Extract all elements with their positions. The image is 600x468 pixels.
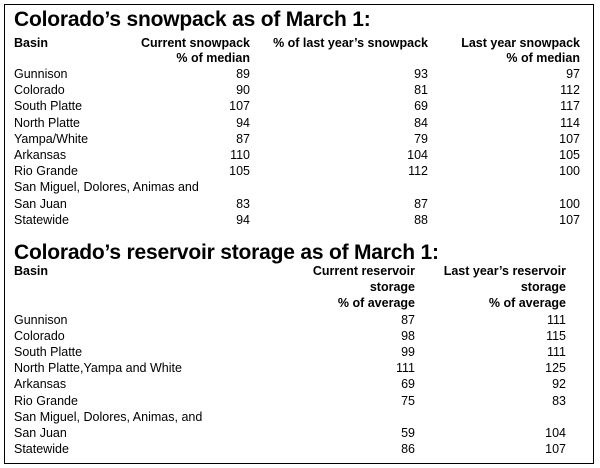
reservoir-header-last-1: Last year’s reservoir xyxy=(443,264,566,278)
reservoir-last-cell: 83 xyxy=(552,394,566,408)
snowpack-title: Colorado’s snowpack as of March 1: xyxy=(14,8,371,31)
snowpack-basin-cell: Gunnison xyxy=(14,67,68,81)
reservoir-current-cell: 86 xyxy=(401,442,415,456)
snowpack-current-cell: 94 xyxy=(236,213,250,227)
snowpack-header-pct-last-year: % of last year’s snowpack xyxy=(273,36,428,50)
reservoir-last-cell: 107 xyxy=(545,442,566,456)
snowpack-basin-cell: San Juan xyxy=(14,197,67,211)
snowpack-pct-last-cell: 81 xyxy=(414,83,428,97)
reservoir-basin-cell: North Platte,Yampa and White xyxy=(14,361,182,375)
reservoir-last-cell: 111 xyxy=(546,345,566,359)
snowpack-current-cell: 89 xyxy=(236,67,250,81)
reservoir-basin-cell: South Platte xyxy=(14,345,83,359)
snowpack-current-cell: 87 xyxy=(236,132,250,146)
snowpack-pct-last-cell: 104 xyxy=(407,148,428,162)
reservoir-last-cell: 125 xyxy=(545,361,566,375)
reservoir-header-current-1: Current reservoir xyxy=(312,264,415,278)
reservoir-current-cell: 69 xyxy=(401,377,415,391)
snowpack-header-last-2: % of median xyxy=(506,51,580,65)
snowpack-last-cell: 100 xyxy=(559,197,580,211)
reservoir-basin-cell: Colorado xyxy=(14,329,65,343)
reservoir-basin-cell: Gunnison xyxy=(14,313,68,327)
reservoir-header-current-3: % of average xyxy=(337,296,415,310)
snowpack-pct-last-cell: 79 xyxy=(414,132,428,146)
reservoir-basin-cell: San Miguel, Dolores, Animas, and xyxy=(14,410,203,424)
snowpack-last-cell: 117 xyxy=(560,99,580,113)
document-frame xyxy=(4,4,594,464)
snowpack-last-cell: 114 xyxy=(560,116,580,130)
snowpack-basin-cell: Yampa/White xyxy=(14,132,89,146)
snowpack-pct-last-cell: 87 xyxy=(414,197,428,211)
snowpack-pct-last-cell: 88 xyxy=(414,213,428,227)
snowpack-last-cell: 100 xyxy=(559,164,580,178)
snowpack-current-cell: 107 xyxy=(229,99,250,113)
reservoir-basin-cell: Rio Grande xyxy=(14,394,78,408)
reservoir-header-last-2: storage xyxy=(520,280,566,294)
reservoir-current-cell: 75 xyxy=(401,394,415,408)
snowpack-last-cell: 107 xyxy=(559,213,580,227)
snowpack-last-cell: 112 xyxy=(560,83,580,97)
snowpack-header-last-1: Last year snowpack xyxy=(461,36,580,50)
snowpack-pct-last-cell: 69 xyxy=(414,99,428,113)
reservoir-header-current-2: storage xyxy=(369,280,415,294)
snowpack-basin-cell: South Platte xyxy=(14,99,83,113)
reservoir-current-cell: 98 xyxy=(401,329,415,343)
reservoir-current-cell: 59 xyxy=(401,426,415,440)
reservoir-last-cell: 92 xyxy=(552,377,566,391)
snowpack-basin-cell: San Miguel, Dolores, Animas and xyxy=(14,180,199,194)
reservoir-header-last-3: % of average xyxy=(488,296,566,310)
snowpack-header-current-2: % of median xyxy=(176,51,250,65)
reservoir-current-cell: 87 xyxy=(401,313,415,327)
snowpack-current-cell: 94 xyxy=(236,116,250,130)
reservoir-basin-cell: San Juan xyxy=(14,426,67,440)
snowpack-current-cell: 105 xyxy=(229,164,250,178)
reservoir-basin-cell: Statewide xyxy=(14,442,69,456)
snowpack-last-cell: 97 xyxy=(566,67,580,81)
reservoir-basin-cell: Arkansas xyxy=(14,377,67,391)
snowpack-basin-cell: Statewide xyxy=(14,213,69,227)
reservoir-last-cell: 104 xyxy=(545,426,566,440)
reservoir-current-cell: 99 xyxy=(401,345,415,359)
snowpack-pct-last-cell: 112 xyxy=(408,164,428,178)
snowpack-basin-cell: North Platte xyxy=(14,116,81,130)
reservoir-title: Colorado’s reservoir storage as of March… xyxy=(14,241,439,264)
snowpack-current-cell: 110 xyxy=(230,148,250,162)
snowpack-basin-cell: Arkansas xyxy=(14,148,67,162)
snowpack-basin-cell: Rio Grande xyxy=(14,164,78,178)
reservoir-current-cell: 111 xyxy=(395,361,415,375)
snowpack-header-current-1: Current snowpack xyxy=(140,36,250,50)
reservoir-header-basin: Basin xyxy=(14,264,49,278)
snowpack-pct-last-cell: 93 xyxy=(414,67,428,81)
reservoir-last-cell: 111 xyxy=(546,313,566,327)
snowpack-last-cell: 107 xyxy=(559,132,580,146)
reservoir-last-cell: 115 xyxy=(546,329,566,343)
snowpack-header-basin: Basin xyxy=(14,36,49,50)
snowpack-pct-last-cell: 84 xyxy=(414,116,428,130)
snowpack-current-cell: 83 xyxy=(236,197,250,211)
snowpack-last-cell: 105 xyxy=(559,148,580,162)
snowpack-basin-cell: Colorado xyxy=(14,83,65,97)
snowpack-current-cell: 90 xyxy=(236,83,250,97)
